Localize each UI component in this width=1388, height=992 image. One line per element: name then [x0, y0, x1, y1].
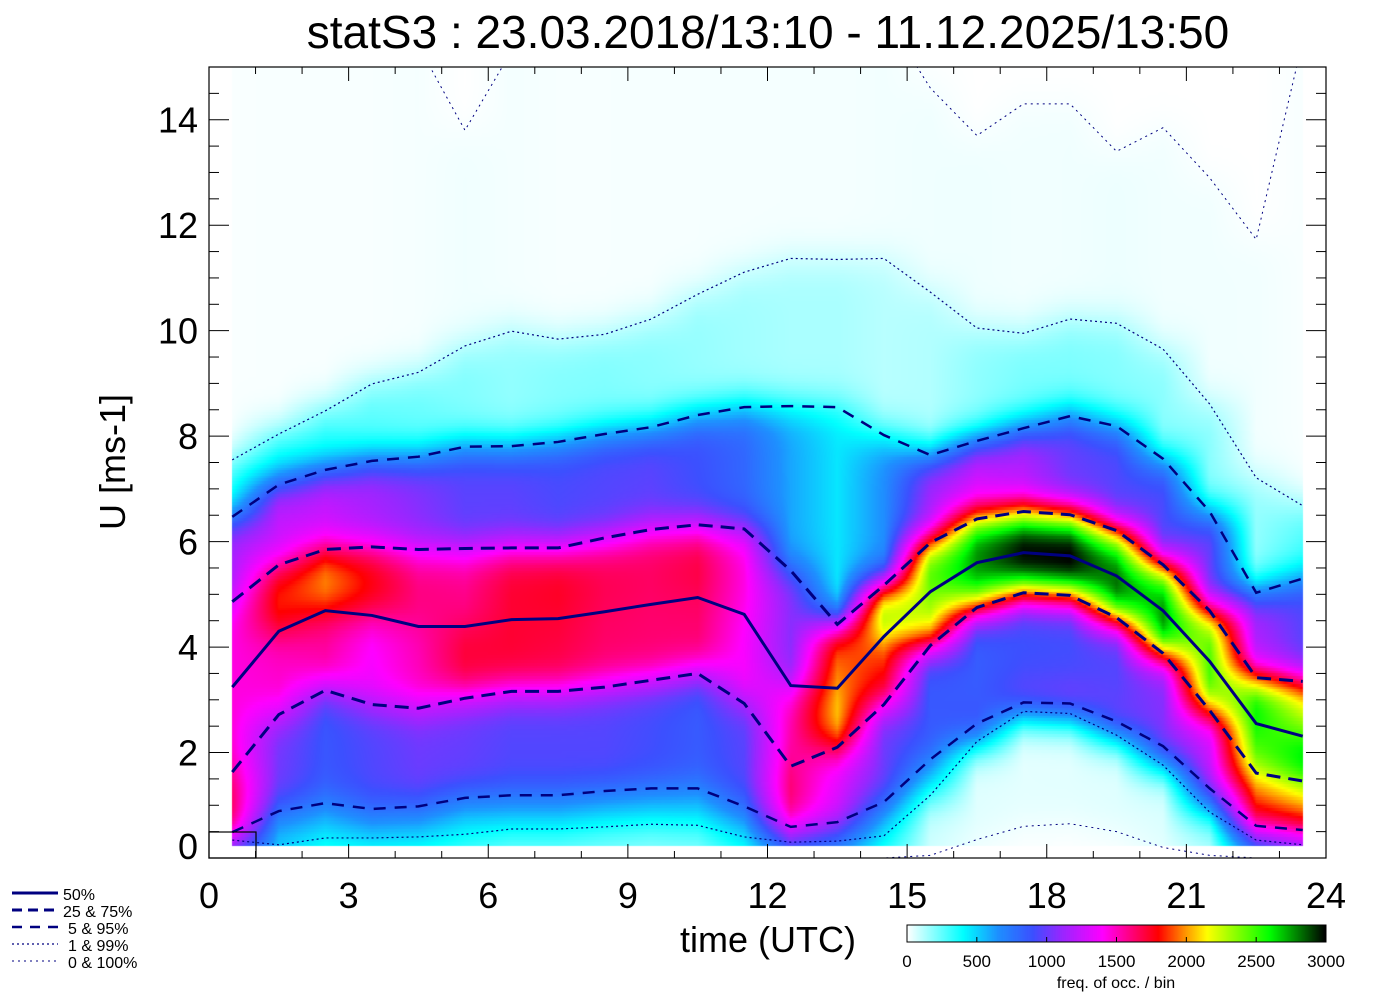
percentile-line-lower	[231, 701, 1303, 834]
x-tick-label: 9	[618, 875, 638, 916]
colorbar-tick-label: 2000	[1167, 952, 1205, 971]
y-tick-label: 0	[178, 826, 198, 867]
y-tick-label: 4	[178, 627, 198, 668]
x-tick-label: 24	[1306, 875, 1346, 916]
chart-title: statS3 : 23.03.2018/13:10 - 11.12.2025/1…	[307, 6, 1229, 58]
colorbar-tick-label: 1000	[1028, 952, 1066, 971]
x-tick-label: 0	[199, 875, 219, 916]
quantile-lines	[231, 67, 1304, 858]
x-tick-label: 15	[887, 875, 927, 916]
x-axis-label: time (UTC)	[680, 919, 856, 960]
y-axis-label: U [ms-1]	[92, 394, 133, 530]
legend-label: 25 & 75%	[63, 904, 132, 921]
colorbar-tick-label: 1500	[1098, 952, 1136, 971]
y-tick-label: 12	[158, 205, 198, 246]
colorbar-tick-label: 3000	[1307, 952, 1345, 971]
colorbar-tick-label: 0	[902, 952, 911, 971]
legend-label: 0 & 100%	[68, 955, 137, 972]
legend-label: 50%	[63, 887, 95, 904]
legend-label: 1 & 99%	[68, 938, 128, 955]
y-tick-label: 6	[178, 522, 198, 563]
percentile-line-upper	[231, 510, 1303, 683]
percentile-line-lower	[232, 710, 1303, 846]
percentile-line-upper	[231, 257, 1304, 507]
percentile-line-upper	[231, 404, 1304, 595]
y-tick-label: 8	[178, 416, 198, 457]
x-tick-label: 21	[1166, 875, 1206, 916]
colorbar-tick-label: 2500	[1237, 952, 1275, 971]
x-tick-label: 6	[478, 875, 498, 916]
percentile-line-lower	[231, 591, 1303, 783]
x-tick-label: 18	[1027, 875, 1067, 916]
y-tick-label: 2	[178, 733, 198, 774]
y-tick-label: 14	[158, 100, 198, 141]
density-heatmap	[209, 67, 1326, 858]
plot-frame	[208, 66, 1327, 859]
x-tick-label: 3	[339, 875, 359, 916]
percentile-line-median	[231, 551, 1304, 738]
colorbar-tick-label: 500	[963, 952, 991, 971]
y-tick-label: 10	[158, 311, 198, 352]
legend-label: 5 & 95%	[68, 921, 128, 938]
colorbar	[907, 925, 1326, 942]
colorbar-label: freq. of occ. / bin	[1057, 975, 1175, 992]
percentile-line-upper	[429, 67, 1298, 241]
x-tick-label: 12	[747, 875, 787, 916]
corner-box	[208, 831, 257, 859]
